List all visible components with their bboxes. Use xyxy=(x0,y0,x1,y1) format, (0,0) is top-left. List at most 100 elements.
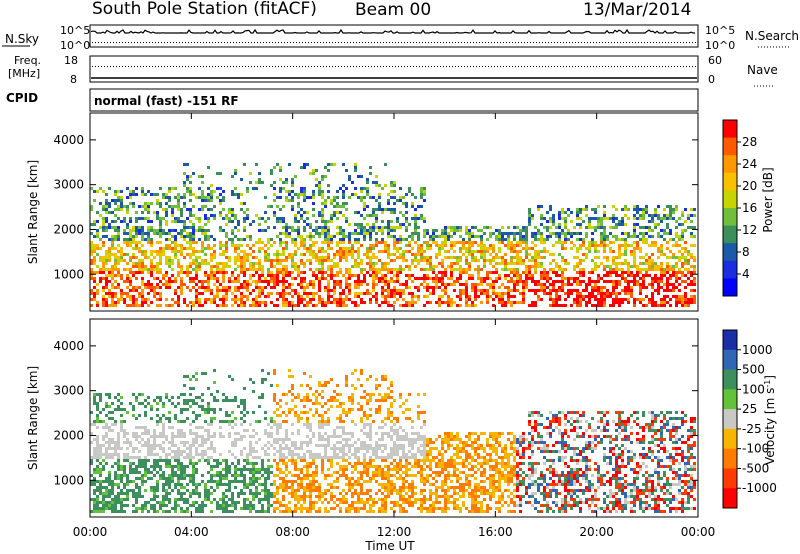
power-cell xyxy=(213,271,216,274)
power-cell xyxy=(339,283,342,286)
power-cell xyxy=(600,232,603,235)
nave-dot xyxy=(692,66,693,67)
power-cell xyxy=(336,196,339,199)
velocity-cell xyxy=(102,435,105,438)
power-cell xyxy=(549,277,552,280)
power-cell xyxy=(195,298,198,301)
power-cell xyxy=(408,187,411,190)
power-cell xyxy=(192,229,195,232)
nsearch-dot xyxy=(440,42,441,43)
power-cell xyxy=(174,241,177,244)
power-cell xyxy=(114,274,117,277)
power-cell xyxy=(300,286,303,289)
power-cell xyxy=(108,187,111,190)
power-cell xyxy=(252,262,255,265)
power-cell xyxy=(600,304,603,307)
power-cell xyxy=(354,286,357,289)
power-cell xyxy=(117,208,120,211)
power-cell xyxy=(357,283,360,286)
power-cell xyxy=(651,268,654,271)
power-cell xyxy=(330,199,333,202)
velocity-cell xyxy=(156,414,159,417)
power-cell xyxy=(105,253,108,256)
power-cell xyxy=(144,238,147,241)
velocity-cell xyxy=(189,462,192,465)
power-cell xyxy=(105,193,108,196)
nsearch-dot xyxy=(443,42,444,43)
power-cell xyxy=(504,262,507,265)
power-cell xyxy=(243,271,246,274)
power-cell xyxy=(450,241,453,244)
power-cell xyxy=(387,229,390,232)
power-cell xyxy=(408,268,411,271)
power-cell xyxy=(543,286,546,289)
power-cell xyxy=(210,277,213,280)
velocity-cell xyxy=(210,510,213,513)
power-cell xyxy=(453,268,456,271)
power-cell xyxy=(180,277,183,280)
velocity-cell xyxy=(132,435,135,438)
power-cell xyxy=(330,274,333,277)
power-cell xyxy=(321,277,324,280)
power-cell xyxy=(333,199,336,202)
power-cell xyxy=(510,304,513,307)
power-cell xyxy=(354,232,357,235)
power-cell xyxy=(528,277,531,280)
power-cell xyxy=(198,256,201,259)
power-cell xyxy=(537,253,540,256)
power-cell xyxy=(390,184,393,187)
power-colorbar-swatch xyxy=(723,225,737,244)
power-cell xyxy=(501,232,504,235)
power-cell xyxy=(570,283,573,286)
power-cell xyxy=(693,208,696,211)
power-cell xyxy=(576,256,579,259)
power-cell xyxy=(675,256,678,259)
power-cell xyxy=(315,169,318,172)
velocity-cell xyxy=(132,468,135,471)
power-cell xyxy=(600,220,603,223)
power-cell xyxy=(387,286,390,289)
power-cell xyxy=(693,277,696,280)
power-cell xyxy=(300,193,303,196)
power-cell xyxy=(504,301,507,304)
velocity-cell xyxy=(180,471,183,474)
power-cell xyxy=(327,229,330,232)
nave-dot xyxy=(329,66,330,67)
velocity-cell xyxy=(156,489,159,492)
velocity-cell xyxy=(135,507,138,510)
nsearch-dot xyxy=(332,42,333,43)
velocity-cell xyxy=(180,429,183,432)
nave-dot xyxy=(536,66,537,67)
power-cell xyxy=(252,244,255,247)
power-cell xyxy=(516,301,519,304)
power-cell xyxy=(381,295,384,298)
power-cell xyxy=(186,190,189,193)
power-cell xyxy=(537,205,540,208)
power-cell xyxy=(396,226,399,229)
velocity-cell xyxy=(144,507,147,510)
power-cell xyxy=(486,277,489,280)
power-cell xyxy=(624,289,627,292)
power-cell xyxy=(177,262,180,265)
nsearch-dot xyxy=(497,42,498,43)
power-cell xyxy=(390,208,393,211)
velocity-cell xyxy=(210,477,213,480)
velocity-cell xyxy=(192,420,195,423)
power-cell xyxy=(315,277,318,280)
velocity-cell xyxy=(177,402,180,405)
power-cell xyxy=(384,262,387,265)
velocity-cell xyxy=(90,441,93,444)
velocity-cell xyxy=(135,501,138,504)
velocity-cell xyxy=(201,456,204,459)
power-cell xyxy=(153,250,156,253)
power-cell xyxy=(459,247,462,250)
power-cell xyxy=(681,223,684,226)
power-cell xyxy=(627,235,630,238)
power-cell xyxy=(234,256,237,259)
power-cell xyxy=(492,259,495,262)
power-cell xyxy=(486,259,489,262)
power-cell xyxy=(513,295,516,298)
power-cell xyxy=(111,298,114,301)
power-cell xyxy=(102,268,105,271)
nsearch-dot xyxy=(275,42,276,43)
